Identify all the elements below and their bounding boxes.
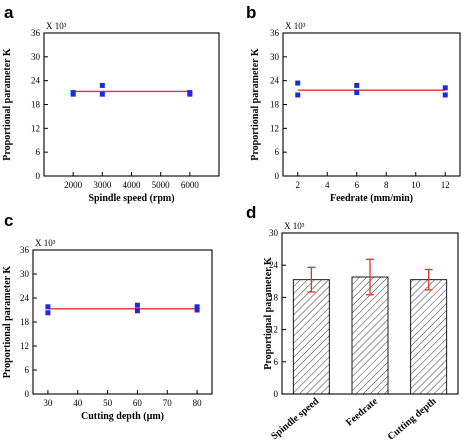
y-tick-label: 18 xyxy=(20,317,30,327)
x-tick-label: 8 xyxy=(384,180,389,190)
y-tick-label: 18 xyxy=(270,100,280,110)
y-tick-label: 24 xyxy=(31,76,41,86)
panel-letter: c xyxy=(4,211,13,230)
y-tick-label: 12 xyxy=(20,341,29,351)
y-tick-label: 18 xyxy=(269,292,279,302)
x-tick-label: 3000 xyxy=(93,180,112,190)
y-tick-label: 12 xyxy=(31,123,40,133)
x-tick-label: 6000 xyxy=(181,180,200,190)
plot-frame xyxy=(43,32,220,177)
data-point xyxy=(442,85,448,91)
x-category-label: Spindle speed xyxy=(269,396,321,442)
scale-note: X 10³ xyxy=(285,21,306,31)
data-point xyxy=(134,302,140,308)
scale-note: X 10³ xyxy=(35,238,56,248)
y-tick-label: 30 xyxy=(270,52,280,62)
x-tick-label: 2 xyxy=(296,180,301,190)
panel-a: a 0 6 12 18 24 30 36 X 10³ Proportional parameter… xyxy=(2,3,220,204)
bar xyxy=(410,279,448,395)
x-tick-label: 10 xyxy=(411,180,421,190)
data-point xyxy=(194,307,200,313)
panel-letter: b xyxy=(246,3,256,22)
y-axis-label: Proportional parameter K xyxy=(2,266,13,379)
x-axis-label: Spindle speed (rpm) xyxy=(88,193,174,204)
x-tick-label: 5000 xyxy=(152,180,171,190)
x-tick-label: 30 xyxy=(43,398,53,408)
data-point xyxy=(354,82,360,88)
y-tick-label: 36 xyxy=(270,28,280,38)
y-tick-label: 36 xyxy=(31,28,41,38)
data-point xyxy=(99,91,105,97)
x-tick-label: 40 xyxy=(73,398,83,408)
bar xyxy=(351,276,389,395)
data-point xyxy=(194,304,200,310)
data-point xyxy=(295,80,301,86)
panel-d: d 0 6 12 18 24 30 X 10³ Proportional parameter K… xyxy=(246,203,459,443)
y-tick-label: 30 xyxy=(269,228,279,238)
y-tick-label: 6 xyxy=(274,357,279,367)
y-tick-label: 30 xyxy=(31,52,41,62)
y-tick-label: 0 xyxy=(275,171,280,181)
data-point xyxy=(70,91,76,97)
y-tick-label: 0 xyxy=(36,171,41,181)
x-tick-label: 4000 xyxy=(123,180,142,190)
scale-note: X 10³ xyxy=(46,21,67,31)
x-axis-label: Feedrate (mm/min) xyxy=(330,193,413,204)
y-tick-label: 24 xyxy=(270,76,280,86)
x-tick-label: 70 xyxy=(163,398,173,408)
data-point xyxy=(354,90,360,96)
y-axis-label: Proportional parameter K xyxy=(2,48,13,161)
panel-letter: d xyxy=(246,203,256,222)
y-tick-label: 24 xyxy=(20,293,30,303)
data-point xyxy=(99,82,105,88)
scale-note: X 10³ xyxy=(284,221,305,231)
y-tick-label: 6 xyxy=(36,147,41,157)
y-tick-label: 12 xyxy=(269,325,278,335)
x-tick-label: 12 xyxy=(441,180,450,190)
x-tick-label: 50 xyxy=(103,398,113,408)
y-axis-label: Proportional parameter K xyxy=(250,48,261,161)
plot-frame xyxy=(282,32,461,177)
x-category-label: Cutting depth xyxy=(386,396,439,443)
x-axis-label: Cutting depth (µm) xyxy=(81,411,164,422)
data-point xyxy=(134,308,140,314)
data-point xyxy=(45,304,51,310)
bar xyxy=(292,279,330,395)
y-axis-label: Proportional parameter K xyxy=(263,257,274,370)
x-tick-label: 60 xyxy=(133,398,143,408)
y-tick-label: 0 xyxy=(25,389,30,399)
x-tick-label: 2000 xyxy=(64,180,83,190)
x-tick-label: 4 xyxy=(325,180,330,190)
panel-c: c 0 6 12 18 24 30 36 X 10³ Proportional parameter… xyxy=(2,211,213,422)
y-tick-label: 24 xyxy=(269,260,279,270)
x-tick-label: 6 xyxy=(355,180,360,190)
y-tick-label: 12 xyxy=(270,123,279,133)
x-category-label: Feedrate xyxy=(344,396,380,429)
y-tick-label: 36 xyxy=(20,245,30,255)
y-tick-label: 30 xyxy=(20,269,30,279)
data-point xyxy=(187,91,193,97)
y-tick-label: 0 xyxy=(274,389,279,399)
plot-frame xyxy=(32,249,213,395)
y-tick-label: 6 xyxy=(275,147,280,157)
y-tick-label: 6 xyxy=(25,365,30,375)
x-tick-label: 80 xyxy=(193,398,203,408)
data-point xyxy=(442,92,448,98)
panel-letter: a xyxy=(4,3,14,22)
data-point xyxy=(295,92,301,98)
y-tick-label: 18 xyxy=(31,100,41,110)
data-point xyxy=(45,310,51,316)
